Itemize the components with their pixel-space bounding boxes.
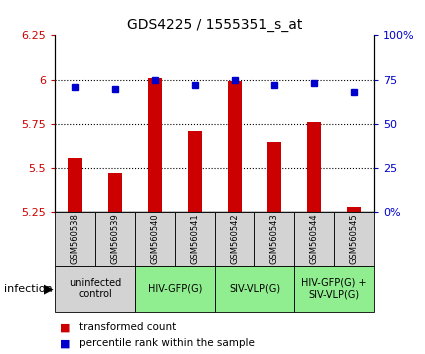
Text: GSM560541: GSM560541 [190,213,199,264]
Bar [135,266,215,312]
Text: uninfected
control: uninfected control [69,278,121,299]
Bar [148,78,162,212]
Bar [215,212,255,266]
Text: SIV-VLP(G): SIV-VLP(G) [229,284,280,293]
Text: GSM560539: GSM560539 [110,213,119,264]
Bar [255,212,294,266]
Bar [108,173,122,212]
Text: transformed count: transformed count [79,322,176,332]
Bar [135,212,175,266]
Bar [55,212,95,266]
Bar [334,212,374,266]
Text: ■: ■ [60,322,70,332]
Bar [68,158,82,212]
Text: GSM560538: GSM560538 [71,213,79,264]
Bar [294,266,374,312]
Text: GSM560543: GSM560543 [270,213,279,264]
Bar [294,212,334,266]
Bar [307,122,321,212]
Bar [215,266,294,312]
Text: GSM560545: GSM560545 [350,213,359,264]
Bar [227,81,241,212]
Text: HIV-GFP(G) +
SIV-VLP(G): HIV-GFP(G) + SIV-VLP(G) [301,278,367,299]
Text: infection: infection [4,284,53,293]
Bar [347,207,361,212]
Bar [188,131,202,212]
Text: GSM560540: GSM560540 [150,213,159,264]
Text: ▶: ▶ [44,282,54,295]
Text: ■: ■ [60,338,70,348]
Bar [95,212,135,266]
Bar [267,142,281,212]
Bar [175,212,215,266]
Text: GSM560542: GSM560542 [230,213,239,264]
Title: GDS4225 / 1555351_s_at: GDS4225 / 1555351_s_at [127,18,302,32]
Bar [55,266,135,312]
Text: percentile rank within the sample: percentile rank within the sample [79,338,255,348]
Text: GSM560544: GSM560544 [310,213,319,264]
Text: HIV-GFP(G): HIV-GFP(G) [147,284,202,293]
